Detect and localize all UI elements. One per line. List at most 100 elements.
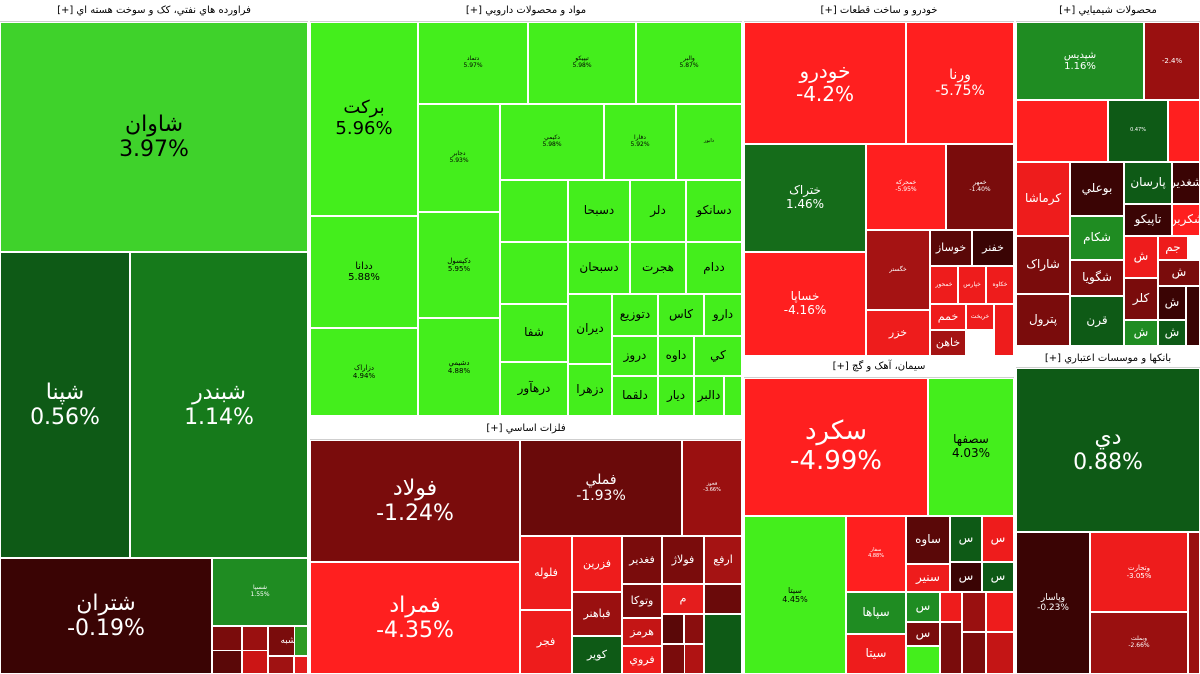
stock-tile[interactable]: وتجارت -3.05% — [1090, 532, 1188, 612]
stock-tile[interactable]: فولاژ — [662, 536, 704, 584]
stock-tile[interactable] — [986, 592, 1014, 632]
stock-tile[interactable]: خکاوه — [986, 266, 1014, 304]
stock-tile[interactable]: شگويا — [1070, 260, 1124, 296]
stock-tile[interactable]: دارو — [704, 294, 742, 336]
stock-tile[interactable]: شسپا 1.55% — [212, 558, 308, 626]
stock-tile[interactable]: دسانکو — [686, 180, 742, 242]
stock-tile[interactable]: ش — [1124, 236, 1158, 278]
stock-tile[interactable] — [500, 242, 568, 304]
stock-tile[interactable]: تاپيکو — [1124, 204, 1172, 236]
stock-tile[interactable]: پارسان — [1124, 162, 1172, 204]
stock-tile[interactable] — [962, 632, 986, 674]
stock-tile[interactable]: خمم — [930, 304, 966, 330]
stock-tile[interactable]: شفا — [500, 304, 568, 362]
stock-tile[interactable]: فملي -1.93% — [520, 440, 682, 536]
stock-tile[interactable]: هرمز — [622, 618, 662, 646]
stock-tile[interactable]: س — [906, 592, 940, 622]
stock-tile[interactable]: فجر — [520, 610, 572, 674]
stock-tile[interactable] — [684, 614, 704, 644]
stock-tile[interactable]: خريخت — [966, 304, 994, 330]
stock-tile[interactable] — [294, 626, 308, 656]
stock-tile[interactable]: شپنا 0.56% — [0, 252, 130, 558]
stock-tile[interactable] — [1188, 532, 1200, 674]
sector-title[interactable]: محصولات شيميايي [+] — [1016, 2, 1200, 22]
stock-tile[interactable] — [242, 650, 268, 674]
stock-tile[interactable]: ختراک 1.46% — [744, 144, 866, 252]
stock-tile[interactable]: س — [950, 562, 982, 592]
stock-tile[interactable]: دتوزيع — [612, 294, 658, 336]
stock-tile[interactable]: خساپا -4.16% — [744, 252, 866, 356]
stock-tile[interactable]: شکام — [1070, 216, 1124, 260]
stock-tile[interactable]: والبر 5.87% — [636, 22, 742, 104]
stock-tile[interactable] — [704, 614, 742, 674]
stock-tile[interactable]: سفار 4.88% — [846, 516, 906, 592]
stock-tile[interactable]: خزر — [866, 310, 930, 356]
stock-tile[interactable]: پترول — [1016, 294, 1070, 346]
stock-tile[interactable]: دشيمي 4.88% — [418, 318, 500, 416]
stock-tile[interactable] — [268, 656, 294, 674]
stock-tile[interactable]: شاراک — [1016, 236, 1070, 294]
stock-tile[interactable] — [986, 632, 1014, 674]
stock-tile[interactable]: ش — [1158, 260, 1200, 286]
stock-tile[interactable] — [212, 650, 242, 674]
stock-tile[interactable] — [662, 614, 684, 644]
stock-tile[interactable] — [994, 304, 1014, 356]
stock-tile[interactable]: دکپسول 5.95% — [418, 212, 500, 318]
stock-tile[interactable]: وبملت -2.66% — [1090, 612, 1188, 674]
stock-tile[interactable] — [906, 646, 940, 674]
stock-tile[interactable]: خوساز — [930, 230, 972, 266]
stock-tile[interactable]: ش — [1124, 320, 1158, 346]
sector-title[interactable]: بانکها و موسسات اعتباري [+] — [1016, 350, 1200, 368]
stock-tile[interactable]: س — [982, 516, 1014, 562]
stock-tile[interactable]: فمراد -4.35% — [310, 562, 520, 674]
stock-tile[interactable] — [500, 180, 568, 242]
stock-tile[interactable]: شپديس 1.16% — [1016, 22, 1144, 100]
stock-tile[interactable]: دابور — [676, 104, 742, 180]
stock-tile[interactable]: فزرين — [572, 536, 622, 592]
stock-tile[interactable]: دزهرا — [568, 364, 612, 416]
stock-tile[interactable]: کلر — [1124, 278, 1158, 320]
stock-tile[interactable]: شکربن — [1172, 204, 1200, 236]
stock-tile[interactable]: ش — [1158, 286, 1186, 320]
stock-tile[interactable]: تيپيکو 5.98% — [528, 22, 636, 104]
stock-tile[interactable]: دلقما — [612, 376, 658, 416]
stock-tile[interactable]: فلوله — [520, 536, 572, 610]
stock-tile[interactable]: -2.4% — [1144, 22, 1200, 100]
stock-tile[interactable]: ددانا 5.88% — [310, 216, 418, 328]
stock-tile[interactable] — [940, 592, 962, 622]
stock-tile[interactable]: برکت 5.96% — [310, 22, 418, 216]
stock-tile[interactable]: سنير — [906, 564, 950, 592]
stock-tile[interactable]: خاهن — [930, 330, 966, 356]
stock-tile[interactable]: وپاسار -0.23% — [1016, 532, 1090, 674]
stock-tile[interactable]: دلر — [630, 180, 686, 242]
stock-tile[interactable]: ديار — [658, 376, 694, 416]
stock-tile[interactable]: شتران -0.19% — [0, 558, 212, 674]
stock-tile[interactable] — [724, 376, 742, 416]
stock-tile[interactable]: دروز — [612, 336, 658, 376]
stock-tile[interactable]: فغدير — [622, 536, 662, 584]
stock-tile[interactable]: سصفها 4.03% — [928, 378, 1014, 516]
stock-tile[interactable]: کي — [694, 336, 742, 376]
stock-tile[interactable] — [1016, 100, 1108, 162]
stock-tile[interactable] — [294, 656, 308, 674]
stock-tile[interactable]: کوير — [572, 636, 622, 674]
stock-tile[interactable]: ددام — [686, 242, 742, 294]
stock-tile[interactable] — [962, 592, 986, 632]
stock-tile[interactable]: شبندر 1.14% — [130, 252, 308, 558]
stock-tile[interactable]: خگستر — [866, 230, 930, 310]
stock-tile[interactable] — [1186, 286, 1200, 346]
stock-tile[interactable]: دتماد 5.97% — [418, 22, 528, 104]
stock-tile[interactable]: بوعلي — [1070, 162, 1124, 216]
stock-tile[interactable]: ديران — [568, 294, 612, 364]
stock-tile[interactable]: وتوکا — [622, 584, 662, 618]
stock-tile[interactable]: دزاراک 4.94% — [310, 328, 418, 416]
stock-tile[interactable]: فخوز -3.66% — [682, 440, 742, 536]
stock-tile[interactable]: سيتا — [846, 634, 906, 674]
stock-tile[interactable]: س — [950, 516, 982, 562]
stock-tile[interactable]: سکرد -4.99% — [744, 378, 928, 516]
stock-tile[interactable]: درهآور — [500, 362, 568, 416]
stock-tile[interactable]: س — [982, 562, 1014, 592]
stock-tile[interactable]: خمحور — [930, 266, 958, 304]
stock-tile[interactable]: دي 0.88% — [1016, 368, 1200, 532]
stock-tile[interactable] — [940, 622, 962, 674]
